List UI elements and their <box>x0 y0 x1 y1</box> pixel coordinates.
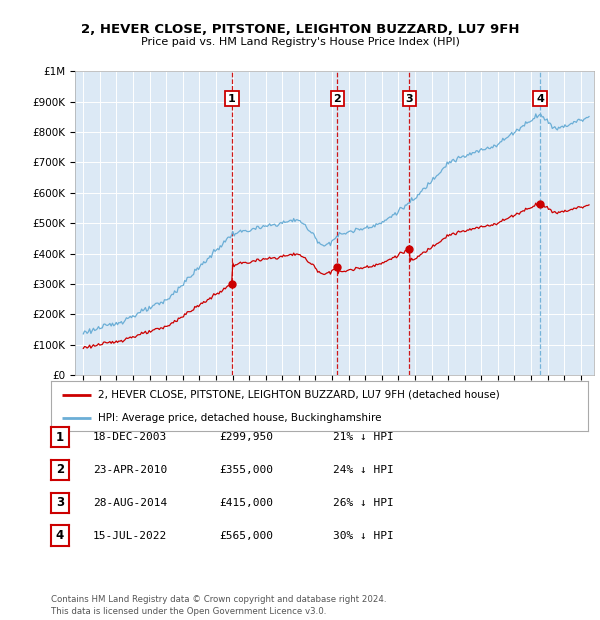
Text: 2, HEVER CLOSE, PITSTONE, LEIGHTON BUZZARD, LU7 9FH (detached house): 2, HEVER CLOSE, PITSTONE, LEIGHTON BUZZA… <box>98 390 500 400</box>
Text: 21% ↓ HPI: 21% ↓ HPI <box>333 432 394 442</box>
Text: 4: 4 <box>56 529 64 542</box>
Text: 2: 2 <box>56 464 64 476</box>
Text: £415,000: £415,000 <box>219 498 273 508</box>
Text: £355,000: £355,000 <box>219 465 273 475</box>
Text: 1: 1 <box>56 431 64 443</box>
Text: £299,950: £299,950 <box>219 432 273 442</box>
Text: 24% ↓ HPI: 24% ↓ HPI <box>333 465 394 475</box>
Text: £565,000: £565,000 <box>219 531 273 541</box>
Text: 28-AUG-2014: 28-AUG-2014 <box>93 498 167 508</box>
Text: 3: 3 <box>406 94 413 104</box>
Text: 26% ↓ HPI: 26% ↓ HPI <box>333 498 394 508</box>
Text: 18-DEC-2003: 18-DEC-2003 <box>93 432 167 442</box>
Text: 3: 3 <box>56 497 64 509</box>
Text: HPI: Average price, detached house, Buckinghamshire: HPI: Average price, detached house, Buck… <box>98 412 382 422</box>
Text: 2, HEVER CLOSE, PITSTONE, LEIGHTON BUZZARD, LU7 9FH: 2, HEVER CLOSE, PITSTONE, LEIGHTON BUZZA… <box>81 24 519 36</box>
Text: 15-JUL-2022: 15-JUL-2022 <box>93 531 167 541</box>
Text: 23-APR-2010: 23-APR-2010 <box>93 465 167 475</box>
Text: 2: 2 <box>333 94 341 104</box>
Text: Contains HM Land Registry data © Crown copyright and database right 2024.
This d: Contains HM Land Registry data © Crown c… <box>51 595 386 616</box>
Text: 30% ↓ HPI: 30% ↓ HPI <box>333 531 394 541</box>
Text: 1: 1 <box>228 94 236 104</box>
Text: 4: 4 <box>536 94 544 104</box>
Text: Price paid vs. HM Land Registry's House Price Index (HPI): Price paid vs. HM Land Registry's House … <box>140 37 460 47</box>
